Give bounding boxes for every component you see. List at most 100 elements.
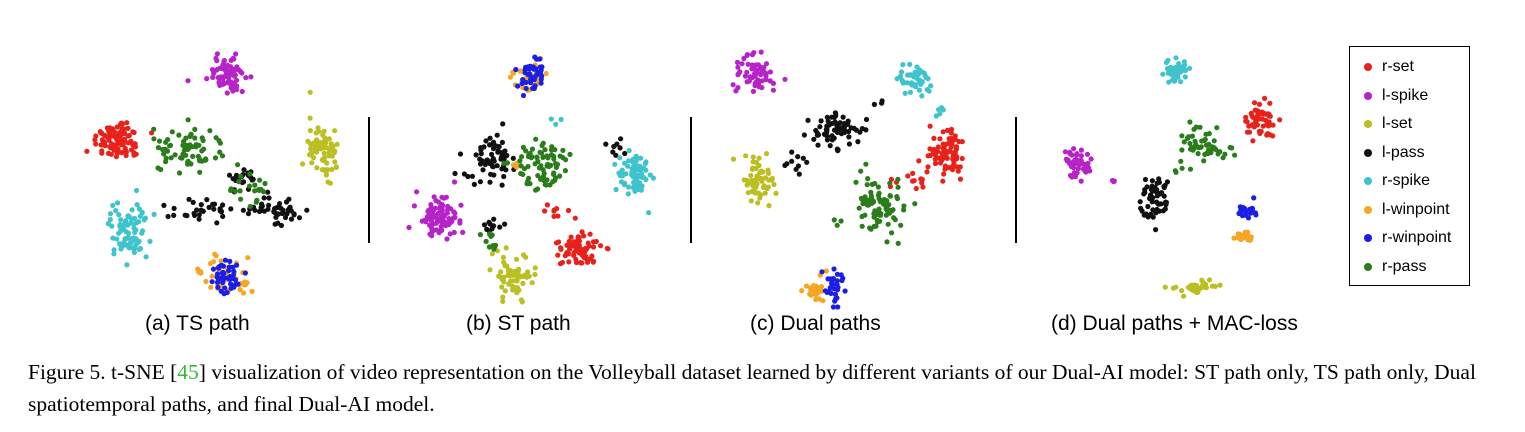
- scatter-point: [1155, 190, 1161, 196]
- scatter-point: [551, 170, 557, 176]
- legend-marker: [1364, 120, 1372, 128]
- scatter-point: [889, 230, 895, 236]
- scatter-point: [573, 259, 580, 266]
- scatter-point: [642, 160, 648, 167]
- scatter-point: [1206, 131, 1212, 137]
- scatter-point: [135, 240, 141, 246]
- legend-item-l-winpoint: l-winpoint: [1364, 200, 1450, 220]
- scatter-point: [1217, 149, 1223, 155]
- citation-link[interactable]: 45: [177, 360, 199, 384]
- scatter-point: [131, 245, 137, 251]
- scatter-point: [625, 191, 631, 197]
- scatter-point: [626, 184, 632, 190]
- scatter-point: [546, 163, 552, 170]
- scatter-point: [326, 153, 332, 159]
- scatter-point: [563, 157, 569, 163]
- scatter-point: [110, 202, 116, 208]
- scatter-point: [458, 202, 464, 208]
- scatter-point: [887, 210, 893, 216]
- scatter-point: [1069, 174, 1075, 180]
- scatter-point: [855, 139, 861, 145]
- legend-marker: [1364, 205, 1372, 214]
- scatter-point: [531, 66, 537, 72]
- scatter-point: [835, 304, 841, 310]
- scatter-point: [427, 231, 433, 237]
- scatter-point: [478, 147, 484, 153]
- scatter-point: [746, 78, 752, 84]
- scatter-point: [581, 233, 587, 239]
- scatter-point: [209, 279, 215, 285]
- scatter-point: [477, 179, 483, 185]
- scatter-point: [163, 155, 169, 161]
- scatter-point: [872, 180, 878, 187]
- scatter-point: [265, 206, 271, 212]
- scatter-point: [643, 176, 649, 183]
- scatter-point: [759, 85, 765, 91]
- scatter-point: [1277, 117, 1283, 123]
- scatter-point: [908, 72, 914, 78]
- scatter-point: [831, 286, 837, 292]
- scatter-point: [1267, 132, 1273, 138]
- scatter-point: [828, 290, 834, 296]
- scatter-point: [1144, 184, 1150, 190]
- scatter-point: [525, 153, 531, 160]
- scatter-point: [817, 124, 823, 130]
- scatter-point: [912, 201, 918, 207]
- scatter-point: [859, 126, 865, 132]
- scatter-point: [1232, 152, 1238, 158]
- scatter-point: [1248, 234, 1254, 240]
- scatter-point: [557, 153, 563, 159]
- scatter-point: [286, 196, 292, 202]
- scatter-point: [486, 231, 493, 237]
- scatter-point: [212, 155, 219, 161]
- scatter-point: [132, 141, 138, 147]
- scatter-point: [800, 155, 806, 161]
- scatter-point: [553, 175, 559, 181]
- scatter-point: [639, 183, 645, 189]
- scatter-point: [562, 168, 568, 174]
- scatter-point: [1173, 55, 1179, 61]
- scatter-point: [937, 136, 943, 142]
- scatter-point: [218, 288, 224, 294]
- scatter-point: [532, 265, 538, 271]
- scatter-point: [916, 87, 922, 93]
- scatter-point: [799, 288, 805, 294]
- scatter-point: [199, 135, 205, 141]
- scatter-point: [491, 216, 497, 222]
- scatter-point: [1239, 213, 1246, 219]
- scatter-point: [745, 61, 751, 67]
- scatter-point: [734, 59, 741, 65]
- scatter-point: [762, 190, 768, 196]
- scatter-point: [238, 173, 244, 179]
- scatter-point: [318, 145, 324, 151]
- scatter-point: [498, 150, 504, 156]
- scatter-point: [898, 69, 905, 75]
- scatter-point: [540, 140, 546, 146]
- scatter-point: [753, 62, 759, 68]
- scatter-point: [1203, 142, 1210, 148]
- scatter-point: [1213, 146, 1219, 153]
- scatter-point: [214, 279, 221, 285]
- scatter-point: [789, 158, 795, 164]
- scatter-point: [510, 278, 516, 284]
- scatter-point: [867, 225, 873, 231]
- scatter-point: [245, 255, 251, 261]
- scatter-point: [314, 140, 320, 146]
- scatter-point: [754, 181, 760, 187]
- scatter-point: [304, 207, 310, 213]
- scatter-point: [1262, 95, 1268, 101]
- scatter-point: [142, 215, 148, 221]
- legend-label: l-set: [1382, 115, 1413, 132]
- scatter-point: [926, 88, 932, 94]
- scatter-point: [160, 146, 166, 153]
- scatter-point: [487, 221, 493, 227]
- scatter-point: [204, 197, 210, 203]
- scatter-point: [500, 294, 506, 300]
- scatter-point: [1182, 74, 1188, 80]
- scatter-point: [130, 129, 136, 135]
- scatter-point: [1197, 124, 1203, 130]
- scatter-point: [1149, 183, 1155, 189]
- scatter-point: [898, 222, 904, 228]
- scatter-point: [291, 212, 297, 218]
- scatter-point: [513, 256, 520, 262]
